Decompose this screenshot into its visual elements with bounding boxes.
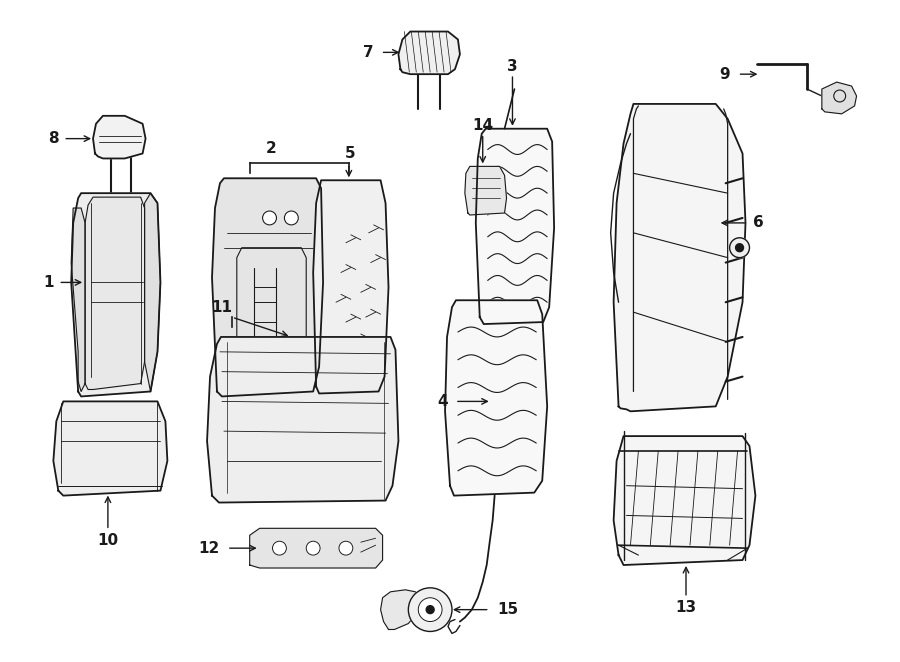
Polygon shape (313, 180, 389, 393)
Text: 15: 15 (498, 602, 518, 617)
Polygon shape (93, 116, 146, 158)
Circle shape (409, 588, 452, 632)
Text: 11: 11 (212, 300, 232, 314)
Text: 2: 2 (266, 141, 277, 156)
Polygon shape (445, 301, 547, 496)
Circle shape (263, 211, 276, 225)
Circle shape (339, 542, 353, 555)
Polygon shape (207, 337, 399, 502)
Circle shape (735, 244, 743, 252)
Polygon shape (465, 166, 507, 215)
Polygon shape (71, 208, 86, 391)
Text: 10: 10 (97, 533, 119, 547)
Polygon shape (614, 104, 745, 411)
Polygon shape (212, 178, 323, 397)
Polygon shape (53, 401, 167, 496)
Text: 13: 13 (675, 600, 697, 615)
Polygon shape (399, 32, 460, 74)
Circle shape (833, 90, 846, 102)
Text: 14: 14 (472, 118, 493, 133)
Polygon shape (614, 436, 755, 565)
Text: 1: 1 (43, 275, 53, 290)
Polygon shape (381, 590, 420, 630)
Circle shape (273, 542, 286, 555)
Text: 7: 7 (363, 45, 374, 60)
Circle shape (427, 606, 434, 614)
Polygon shape (71, 193, 160, 397)
Text: 8: 8 (48, 131, 58, 146)
Text: 12: 12 (199, 541, 220, 555)
Text: 3: 3 (508, 59, 518, 73)
Polygon shape (86, 197, 145, 389)
Circle shape (306, 542, 320, 555)
Polygon shape (249, 528, 382, 568)
Text: 9: 9 (719, 67, 730, 81)
Text: 4: 4 (437, 394, 448, 409)
Polygon shape (476, 128, 554, 324)
Polygon shape (145, 193, 160, 391)
Circle shape (418, 598, 442, 622)
Text: 5: 5 (345, 146, 356, 161)
Text: 6: 6 (753, 215, 764, 230)
Circle shape (730, 238, 750, 258)
Polygon shape (822, 82, 857, 114)
Circle shape (284, 211, 298, 225)
